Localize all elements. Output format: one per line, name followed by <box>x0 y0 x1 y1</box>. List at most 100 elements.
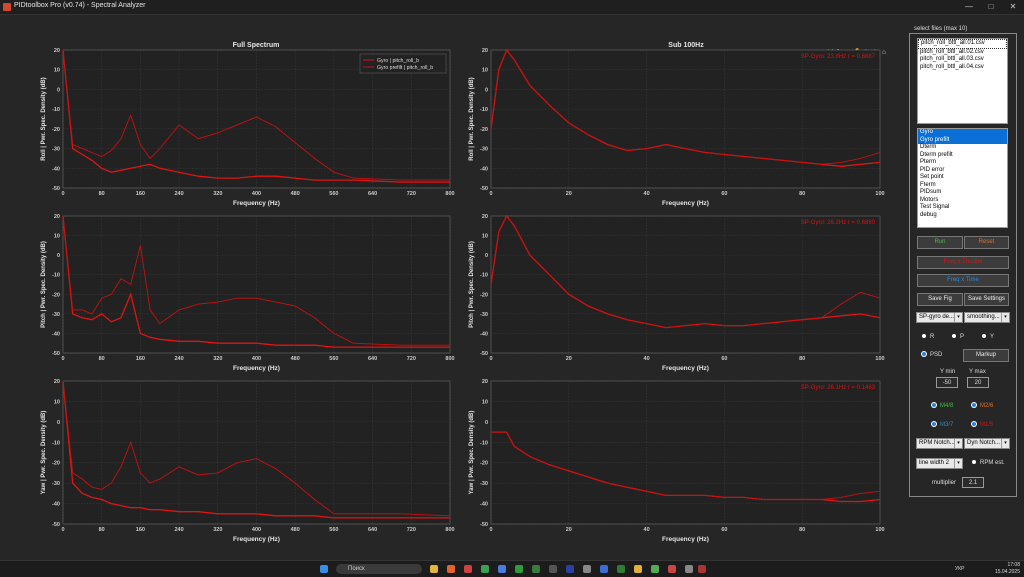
signal-list-item[interactable]: Pterm <box>920 159 937 165</box>
firefox-icon[interactable] <box>447 565 455 573</box>
app-icon-3[interactable] <box>464 565 472 573</box>
pitch-full-axes[interactable]: 0 80 160 240 320 400 480 560 640 720 800 20 10 0 -10 -2… <box>41 214 455 372</box>
file-list-item[interactable]: pitch_roll_bttl_all.04.csv <box>920 63 984 70</box>
smoothing-dropdown[interactable]: smoothing... ▾ <box>964 312 1010 323</box>
x-tick-label: 0 <box>61 356 64 362</box>
file-list-item[interactable]: pitch_roll_bttl_all.01.csv <box>918 39 1007 49</box>
clock[interactable]: 17:08 15.04.2025 <box>995 562 1020 576</box>
signal-list-item[interactable]: Gyro <box>918 129 1007 137</box>
y-tick-label: -30 <box>52 147 60 153</box>
roll-full-axes[interactable]: 0 80 160 240 320 400 480 560 640 720 800 20 10 0 -10 -2… <box>41 48 455 207</box>
sp-gyro-annotation: SP-Gyro: 26.2Hz r = 0.6880 <box>801 220 876 226</box>
radio-roll[interactable]: R <box>922 334 934 340</box>
smoothing-dropdown-value: smoothing... <box>967 314 1000 320</box>
y-tick-label: -50 <box>480 186 488 192</box>
series-line-2 <box>490 49 881 165</box>
signal-list-item[interactable]: Dterm prefilt <box>920 151 953 158</box>
y-tick-label: -50 <box>480 522 488 528</box>
signal-list-item[interactable]: Set point <box>920 174 944 180</box>
close-button[interactable]: ✕ <box>1009 2 1017 11</box>
signal-list-item[interactable]: Gyro prefilt <box>918 136 1007 144</box>
x-tick-label: 560 <box>329 356 338 362</box>
y-tick-label: -10 <box>52 440 60 446</box>
app-icon-14[interactable] <box>651 565 659 573</box>
taskbar-search[interactable]: Поиск <box>336 564 422 574</box>
y-tick-label: -30 <box>52 312 60 318</box>
app-icon-16[interactable] <box>685 565 693 573</box>
reset-button[interactable]: Reset <box>964 236 1009 249</box>
app-icon-5[interactable] <box>498 565 506 573</box>
chrome-icon[interactable] <box>634 565 642 573</box>
run-button[interactable]: Run <box>917 236 963 249</box>
axes-frame <box>490 380 881 525</box>
legend[interactable] <box>359 53 447 74</box>
save-fig-button[interactable]: Save Fig <box>917 293 963 306</box>
signal-list-item[interactable]: PIDsum <box>920 189 942 195</box>
minimize-button[interactable]: — <box>965 2 973 11</box>
premiere-icon[interactable] <box>566 565 574 573</box>
radio-yaw[interactable]: Y <box>982 334 994 340</box>
roll-sub-axes[interactable]: 0 20 40 60 80 10020100-10-20-30-40-50Frequenc… <box>469 48 885 207</box>
series-line-2 <box>491 431 881 500</box>
x-tick-label: 560 <box>329 191 338 197</box>
freq-throttle-button[interactable]: Freq x Throttle <box>917 256 1009 269</box>
start-icon[interactable] <box>320 565 328 573</box>
app-icon-4[interactable] <box>481 565 489 573</box>
signal-list[interactable]: Gyro Gyro prefilt Dterm Dterm prefilt Pterm P… <box>917 128 1008 228</box>
signal-list-item[interactable]: PID error <box>920 166 945 173</box>
x-tick-label: 400 <box>252 527 261 533</box>
m15-toggle[interactable]: M1/5 <box>972 422 993 428</box>
maximize-button[interactable]: □ <box>988 2 994 11</box>
signal-list-item[interactable]: debug <box>920 211 937 218</box>
y-tick-label: -40 <box>52 502 60 508</box>
app-icon-10[interactable] <box>583 565 591 573</box>
x-tick-label: 100 <box>875 527 884 533</box>
home-icon[interactable]: ⌂ <box>881 49 887 56</box>
app-icon-11[interactable] <box>600 565 608 573</box>
app-icon-7[interactable] <box>532 565 540 573</box>
yaw-sub-axes[interactable]: 0 20 40 60 80 10020100-10-20-30-40-50Frequenc… <box>469 379 885 543</box>
signal-list-item[interactable]: Dterm <box>920 144 937 150</box>
psd-toggle[interactable]: PSD <box>922 352 942 358</box>
y-tick-label: 0 <box>57 420 60 426</box>
x-tick-label: 480 <box>291 356 300 362</box>
explorer-icon[interactable] <box>430 565 438 573</box>
multiplier-input[interactable]: 2.1 <box>962 477 984 488</box>
m37-toggle[interactable]: M3/7 <box>932 422 953 428</box>
freq-time-button[interactable]: Freq x Time <box>917 274 1009 287</box>
file-list-item[interactable]: pitch_roll_bttl_all.02.csv <box>920 48 984 55</box>
dyn-notch-dropdown[interactable]: Dyn Notch... ▾ <box>964 438 1010 449</box>
rpm-est-toggle[interactable]: RPM est. <box>972 460 1005 466</box>
signal-list-item[interactable]: Test Signal <box>920 204 950 210</box>
m48-toggle[interactable]: M4/8 <box>932 403 953 409</box>
markup-button[interactable]: Markup <box>963 349 1009 362</box>
xbox-icon[interactable] <box>515 565 523 573</box>
m26-toggle[interactable]: M2/6 <box>972 403 993 409</box>
pitch-sub-axes[interactable]: 0 20 40 60 80 10020100-10-20-30-40-50Frequenc… <box>469 214 885 372</box>
sp-gyro-dropdown[interactable]: SP-gyro de... ▾ <box>916 312 963 323</box>
rpm-notch-dropdown[interactable]: RPM Notch... ▾ <box>916 438 963 449</box>
app-icon-15[interactable] <box>668 565 676 573</box>
file-list-item[interactable]: pitch_roll_bttl_all.03.csv <box>920 56 984 62</box>
series-line-1 <box>62 49 450 183</box>
app-icon-8[interactable] <box>549 565 557 573</box>
signal-list-item[interactable]: Motors <box>920 196 939 203</box>
file-list[interactable]: pitch_roll_bttl_all.01.csv pitch_roll_btt… <box>917 38 1008 124</box>
y-tick-label: -40 <box>52 331 60 337</box>
x-tick-label: 800 <box>445 191 454 197</box>
m37-label: M3/7 <box>940 422 954 428</box>
x-tick-label: 20 <box>566 356 572 362</box>
yaw-full-axes[interactable]: 0 80 160 240 320 400 480 560 640 720 800 20 10 0 -10 -2… <box>41 379 455 543</box>
radio-pitch[interactable]: P <box>952 334 964 340</box>
dyn-notch-value: Dyn Notch... <box>967 440 1001 446</box>
save-settings-button[interactable]: Save Settings <box>964 293 1009 306</box>
ymax-input[interactable]: 20 <box>967 377 989 388</box>
radio-dot-icon <box>922 352 926 357</box>
signal-list-item[interactable]: Fterm <box>920 181 936 188</box>
y-axis-label: Pitch | Pwr. Spec. Density (dB) <box>41 241 47 328</box>
pidtoolbox-icon[interactable] <box>698 565 706 573</box>
app-icon-12[interactable] <box>617 565 625 573</box>
language-indicator[interactable]: УКР <box>955 566 965 572</box>
line-width-dropdown[interactable]: line width 2 ▾ <box>916 458 963 469</box>
ymin-input[interactable]: -50 <box>936 377 958 388</box>
